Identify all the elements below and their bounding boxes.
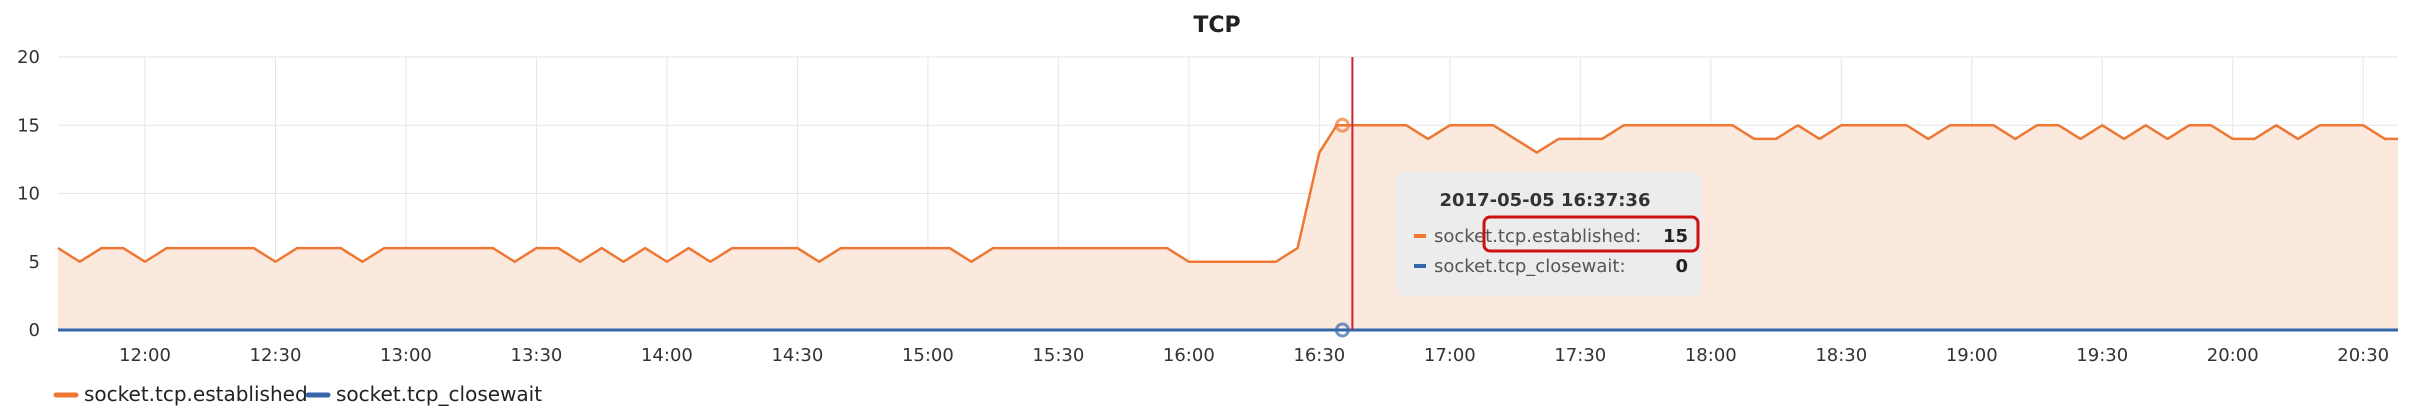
tooltip-label-established: socket.tcp.established: xyxy=(1434,226,1641,247)
x-tick-label: 18:00 xyxy=(1685,345,1737,366)
hover-marker-closewait xyxy=(1334,322,1350,338)
legend-label-closewait[interactable]: socket.tcp_closewait xyxy=(336,382,542,406)
legend-item-closewait[interactable]: socket.tcp_closewait xyxy=(305,382,542,406)
x-tick-label: 18:30 xyxy=(1815,345,1867,366)
x-tick-label: 13:30 xyxy=(511,345,563,366)
series-line-established xyxy=(57,124,2398,263)
x-tick-label: 20:00 xyxy=(2207,345,2259,366)
legend[interactable]: socket.tcp.established socket.tcp_closewa… xyxy=(53,382,542,406)
x-tick-label: 19:30 xyxy=(2076,345,2128,366)
y-tick-label: 0 xyxy=(29,320,40,341)
x-tick-label: 16:00 xyxy=(1163,345,1215,366)
x-tick-label: 20:30 xyxy=(2337,345,2389,366)
x-tick-label: 14:00 xyxy=(641,345,693,366)
axis-layer: 0 5 10 15 20 12:00 12:30 13:00 13:30 14:00 14:30 15… xyxy=(17,47,2389,366)
x-tick-label: 15:30 xyxy=(1032,345,1084,366)
series-area-established xyxy=(58,125,2398,330)
chart-title: TCP xyxy=(1193,13,1240,38)
tooltip-title: 2017-05-05 16:37:36 xyxy=(1440,190,1651,211)
tooltip: 2017-05-05 16:37:36 socket.tcp.establishe… xyxy=(1396,172,1702,296)
tooltip-label-closewait: socket.tcp_closewait: xyxy=(1434,256,1626,277)
y-tick-label: 20 xyxy=(17,47,40,68)
series-layer xyxy=(57,124,2398,332)
legend-item-established[interactable]: socket.tcp.established xyxy=(53,382,308,406)
x-tick-label: 17:30 xyxy=(1554,345,1606,366)
tooltip-highlight-box xyxy=(1482,215,1700,253)
x-tick-label: 13:00 xyxy=(380,345,432,366)
tooltip-value-established: 15 xyxy=(1663,226,1688,247)
y-tick-label: 5 xyxy=(29,252,40,273)
y-tick-label: 10 xyxy=(17,184,40,205)
x-tick-label: 17:00 xyxy=(1424,345,1476,366)
hover-layer xyxy=(1334,57,1354,338)
x-tick-label: 12:00 xyxy=(119,345,171,366)
y-tick-label: 15 xyxy=(17,115,40,136)
tooltip-value-closewait: 0 xyxy=(1675,256,1688,277)
x-tick-label: 15:00 xyxy=(902,345,954,366)
x-tick-label: 12:30 xyxy=(250,345,302,366)
tooltip-box xyxy=(1396,172,1702,296)
x-tick-label: 16:30 xyxy=(1293,345,1345,366)
hover-marker-established xyxy=(1334,117,1350,133)
x-tick-label: 19:00 xyxy=(1946,345,1998,366)
x-tick-label: 14:30 xyxy=(771,345,823,366)
legend-label-established[interactable]: socket.tcp.established xyxy=(84,382,308,406)
